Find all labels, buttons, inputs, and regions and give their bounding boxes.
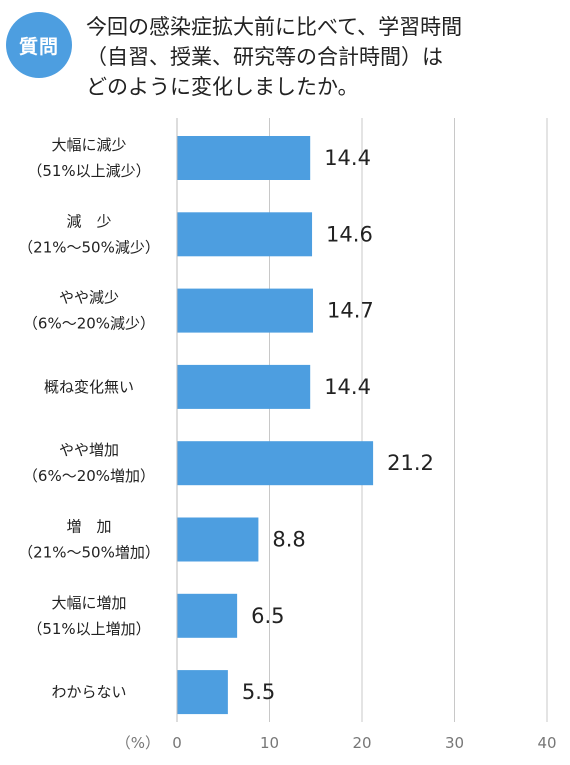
value-label-2: 14.6 xyxy=(326,222,373,246)
category-label-1-line-1: 大幅に減少 xyxy=(51,136,126,154)
question-badge-text: 質問 xyxy=(18,35,59,58)
category-label-8-line-1: わからない xyxy=(51,683,126,701)
x-unit-label: （%） xyxy=(116,734,160,752)
x-tick-label-30: 30 xyxy=(445,734,464,752)
question-line-2: （自習、授業、研究等の合計時間）は xyxy=(86,45,443,69)
category-label-3-line-1: やや減少 xyxy=(59,289,119,307)
category-label-6-line-2: （21%〜50%増加） xyxy=(18,544,160,562)
question-line-1: 今回の感染症拡大前に比べて、学習時間 xyxy=(86,15,463,39)
value-label-4: 14.4 xyxy=(324,375,371,399)
question-line-3: どのように変化しましたか。 xyxy=(86,75,359,99)
category-label-4-line-1: 概ね変化無い xyxy=(44,378,134,396)
value-label-6: 8.8 xyxy=(272,528,305,552)
category-label-7-line-2: （51%以上増加） xyxy=(27,620,150,638)
question-text: 今回の感染症拡大前に比べて、学習時間 （自習、授業、研究等の合計時間）は どのよ… xyxy=(86,12,556,102)
category-label-5-line-1: やや増加 xyxy=(59,441,119,459)
x-tick-label-10: 10 xyxy=(260,734,279,752)
value-label-3: 14.7 xyxy=(327,299,374,323)
category-label-2-line-1: 減 少 xyxy=(66,212,111,230)
bar-3 xyxy=(177,288,313,333)
category-label-6-line-1: 増 加 xyxy=(66,518,111,536)
bar-7 xyxy=(177,593,238,638)
bar-6 xyxy=(177,517,259,562)
value-label-1: 14.4 xyxy=(324,146,371,170)
value-label-5: 21.2 xyxy=(387,451,434,475)
value-label-8: 5.5 xyxy=(242,680,275,704)
category-label-7-line-1: 大幅に増加 xyxy=(51,594,126,612)
category-label-3-line-2: （6%〜20%減少） xyxy=(23,315,155,333)
x-tick-label-20: 20 xyxy=(352,734,371,752)
bar-5 xyxy=(177,441,374,486)
category-label-1-line-2: （51%以上減少） xyxy=(27,162,150,180)
question-badge: 質問 xyxy=(6,12,72,78)
category-label-2-line-2: （21%〜50%減少） xyxy=(18,238,160,256)
bar-8 xyxy=(177,670,228,715)
value-label-7: 6.5 xyxy=(251,604,284,628)
bar-1 xyxy=(177,136,311,180)
bar-4 xyxy=(177,364,311,409)
bar-2 xyxy=(177,212,313,257)
x-tick-label-0: 0 xyxy=(172,734,182,752)
category-label-5-line-2: （6%〜20%増加） xyxy=(23,467,155,485)
x-tick-label-40: 40 xyxy=(537,734,556,752)
